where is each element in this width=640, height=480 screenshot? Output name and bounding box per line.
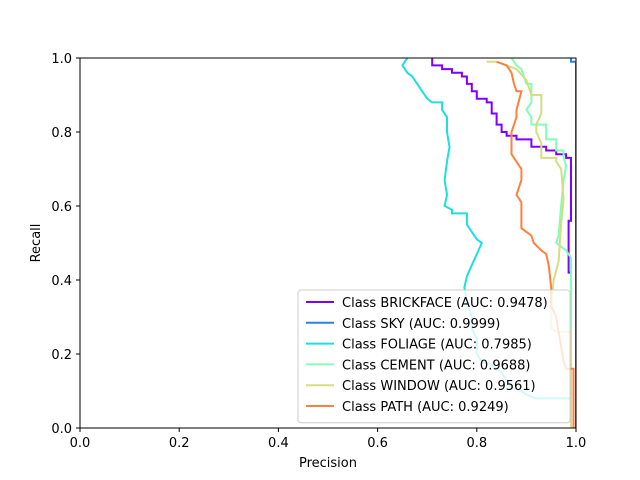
legend-entry: Class BRICKFACE (AUC: 0.9478) <box>342 296 548 311</box>
legend-entry: Class PATH (AUC: 0.9249) <box>342 400 509 415</box>
legend-entry: Class SKY (AUC: 0.9999) <box>342 317 500 332</box>
y-axis-label: Recall <box>29 224 44 263</box>
y-tick-label: 0.8 <box>51 126 72 141</box>
legend-entry: Class WINDOW (AUC: 0.9561) <box>342 379 536 394</box>
x-tick-label: 0.4 <box>268 436 289 451</box>
y-tick-label: 1.0 <box>51 52 72 67</box>
x-axis-label: Precision <box>299 456 357 471</box>
legend-box <box>297 289 571 424</box>
y-axis-ticks: 0.0 0.2 0.4 0.6 0.8 1.0 <box>51 52 80 437</box>
y-tick-label: 0.0 <box>51 422 72 437</box>
series-line-0 <box>431 58 572 428</box>
legend-entry: Class CEMENT (AUC: 0.9688) <box>342 358 530 373</box>
x-axis-ticks: 0.0 0.2 0.4 0.6 0.8 1.0 <box>70 428 587 451</box>
series-line-1 <box>570 58 576 428</box>
y-tick-label: 0.6 <box>51 200 72 215</box>
legend: Class BRICKFACE (AUC: 0.9478) Class SKY (… <box>297 289 571 424</box>
x-tick-label: 0.2 <box>169 436 190 451</box>
x-tick-label: 0.0 <box>70 436 91 451</box>
plot-frame <box>79 57 577 429</box>
legend-entry: Class FOLIAGE (AUC: 0.7985) <box>342 338 532 353</box>
x-tick-label: 1.0 <box>566 436 587 451</box>
series-line-3 <box>510 58 572 428</box>
y-tick-label: 0.4 <box>51 274 72 289</box>
y-tick-label: 0.2 <box>51 348 72 363</box>
x-tick-label: 0.6 <box>367 436 388 451</box>
x-tick-label: 0.8 <box>466 436 487 451</box>
